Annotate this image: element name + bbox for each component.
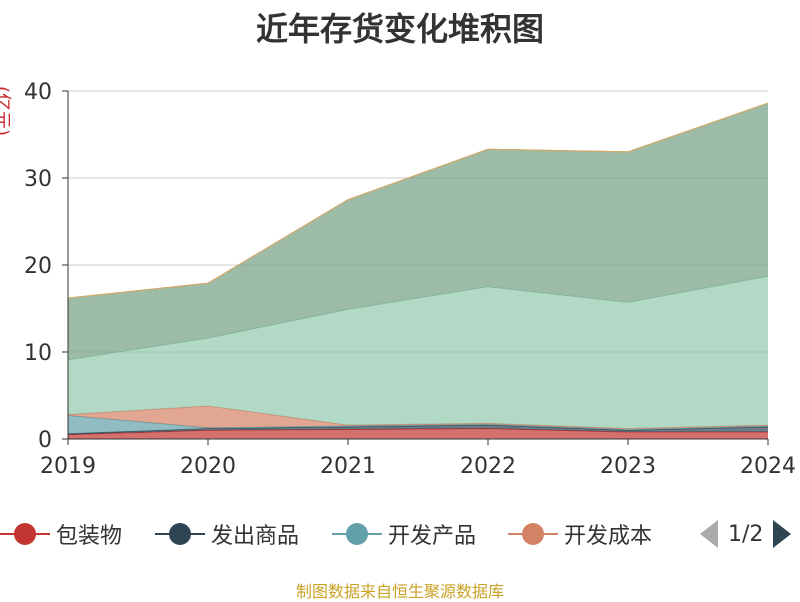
x-tick-label: 2020	[180, 454, 236, 479]
legend-item[interactable]: 开发产品	[332, 514, 476, 554]
area-series-5	[68, 103, 768, 360]
legend-item[interactable]: 开发成本	[508, 514, 652, 554]
legend-next-icon[interactable]	[773, 520, 792, 548]
area-series	[67, 102, 769, 439]
area-series-3	[68, 405, 768, 430]
legend-label: 开发成本	[564, 524, 653, 549]
legend: 包装物 发出商品 开发产品 开发成本	[0, 514, 800, 554]
y-tick-label: 0	[38, 428, 52, 453]
stack-top-line	[67, 102, 769, 299]
legend-item[interactable]: 包装物	[0, 514, 122, 554]
area-series-4	[68, 276, 768, 429]
axes: 0 10 20 30 40 2019 2020 2021 2022 2023 2024	[24, 80, 796, 479]
y-tick-label: 30	[24, 167, 52, 192]
x-tick-label: 2023	[600, 454, 656, 479]
y-tick-label: 10	[24, 341, 52, 366]
x-tick-label: 2022	[460, 454, 516, 479]
legend-label: 开发产品	[388, 524, 477, 549]
chart-title: 近年存货变化堆积图	[255, 10, 544, 48]
legend-label: 包装物	[56, 524, 123, 549]
x-tick-label: 2019	[40, 454, 96, 479]
source-note: 制图数据来自恒生聚源数据库	[295, 582, 504, 601]
area-series-1	[68, 425, 768, 435]
legend-prev-icon[interactable]	[700, 520, 718, 548]
x-tick-label: 2021	[320, 454, 376, 479]
legend-label: 发出商品	[211, 524, 300, 549]
x-tick-label: 2024	[740, 454, 796, 479]
legend-pager: 1/2	[700, 514, 792, 554]
y-tick-label: 40	[24, 80, 52, 105]
legend-marker-icon	[332, 523, 382, 545]
y-tick-label: 20	[24, 254, 52, 279]
legend-marker-icon	[155, 523, 205, 545]
legend-page-text: 1/2	[728, 521, 764, 547]
legend-marker-icon	[0, 523, 50, 545]
legend-marker-icon	[508, 523, 558, 545]
area-series-0	[68, 428, 768, 439]
legend-item[interactable]: 发出商品	[155, 514, 299, 554]
